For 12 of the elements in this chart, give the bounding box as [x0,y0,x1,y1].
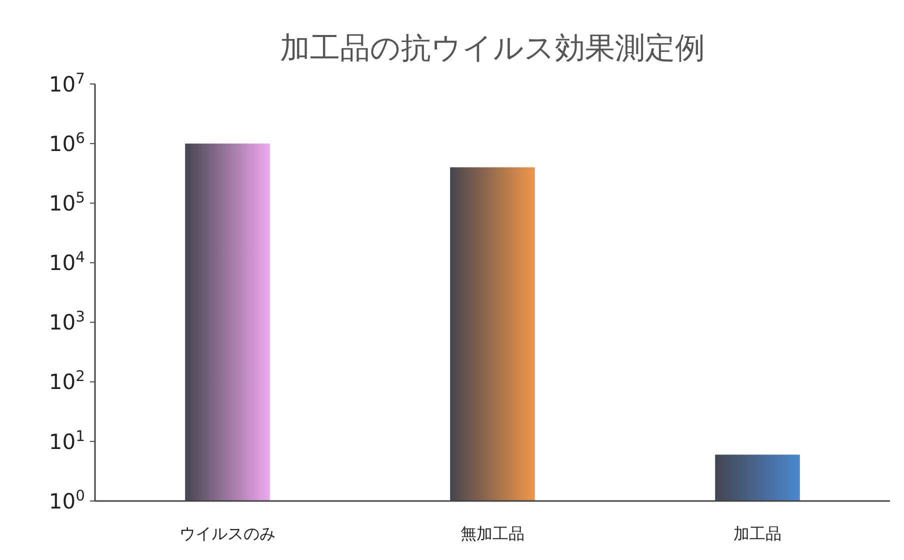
y-tick-label: 10$^{4}$ [48,248,85,276]
x-tick-label: 無加工品 [460,524,524,543]
y-tick-label: 10$^{5}$ [48,188,85,216]
x-tick-label: 加工品 [734,524,782,543]
y-tick-label: 10$^{6}$ [48,129,85,156]
y-tick-label: 10$^{7}$ [48,70,85,96]
x-tick-label: ウイルスのみ [180,524,276,543]
y-tick-label: 10$^{2}$ [48,368,85,394]
y-tick-label: 10$^{3}$ [48,308,85,335]
y-tick-label: 10$^{0}$ [48,486,85,514]
y-tick-label: 10$^{1}$ [48,427,85,454]
chart-title: 加工品の抗ウイルス効果測定例 [280,31,705,66]
